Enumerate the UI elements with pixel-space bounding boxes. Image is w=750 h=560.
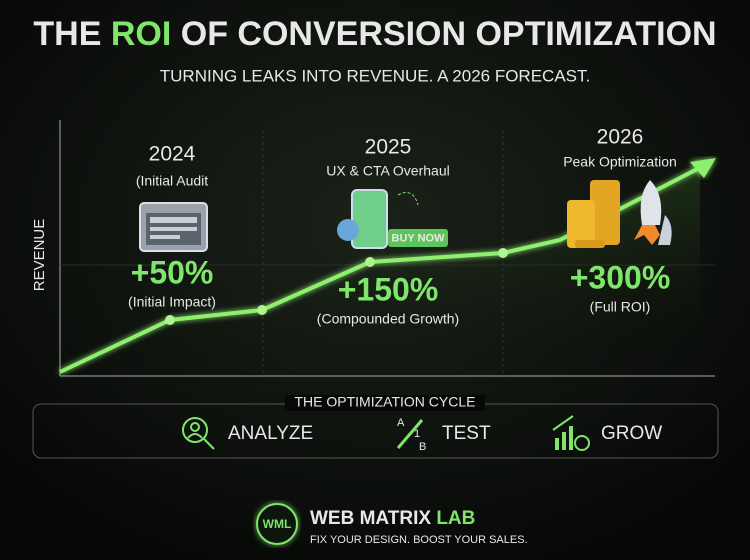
logo: WML	[263, 517, 292, 531]
cycle: THE OPTIMIZATION CYCLE A 1 B ANALYZE TES…	[32, 394, 719, 459]
stage-year: 2025	[365, 136, 412, 159]
icon-letter: B	[419, 441, 426, 453]
stage-year: 2026	[597, 126, 644, 149]
stage-year: 2024	[149, 143, 196, 166]
grow-icon	[552, 415, 590, 451]
stage-label: Peak Optimization	[563, 154, 677, 170]
tagline: FIX YOUR DESIGN. BOOST YOUR SALES.	[310, 534, 528, 546]
stage-note: (Initial Impact)	[128, 294, 216, 310]
title: THE ROI OF CONVERSION OPTIMIZATION	[33, 15, 716, 53]
stages: 2024 (Initial Audit +50% (Initial Impact) 20…	[128, 126, 677, 327]
cta-button: BUY NOW	[392, 232, 446, 244]
test-icon: A 1 B	[396, 417, 426, 453]
subtitle: TURNING LEAKS INTO REVENUE. A 2026 FOREC…	[160, 66, 590, 85]
cycle-title: THE OPTIMIZATION CYCLE	[295, 394, 476, 410]
brand: WEB MATRIX LAB	[310, 508, 475, 529]
stage-metric: +50%	[131, 254, 214, 290]
cycle-step: ANALYZE	[228, 423, 313, 444]
analyze-icon	[182, 417, 215, 450]
footer: WML WEB MATRIX LAB FIX YOUR DESIGN. BOOS…	[256, 503, 528, 546]
icon-letter: 1	[414, 428, 420, 440]
stage-metric: +150%	[338, 271, 439, 307]
coins-rocket-icon	[567, 180, 672, 248]
stage-label: (Initial Audit	[136, 173, 208, 189]
graph: REVENUE BUY NOW	[31, 120, 716, 377]
icon-letter: A	[397, 417, 405, 429]
cycle-step: TEST	[442, 423, 491, 444]
stage-metric: +300%	[570, 259, 671, 295]
stage-note: (Compounded Growth)	[317, 311, 459, 327]
stage-note: (Full ROI)	[590, 299, 651, 315]
axis-label: REVENUE	[31, 219, 48, 292]
phone-icon: BUY NOW	[337, 189, 448, 249]
cycle-step: GROW	[601, 423, 662, 444]
browser-icon	[139, 202, 208, 252]
stage-label: UX & CTA Overhaul	[326, 163, 449, 179]
